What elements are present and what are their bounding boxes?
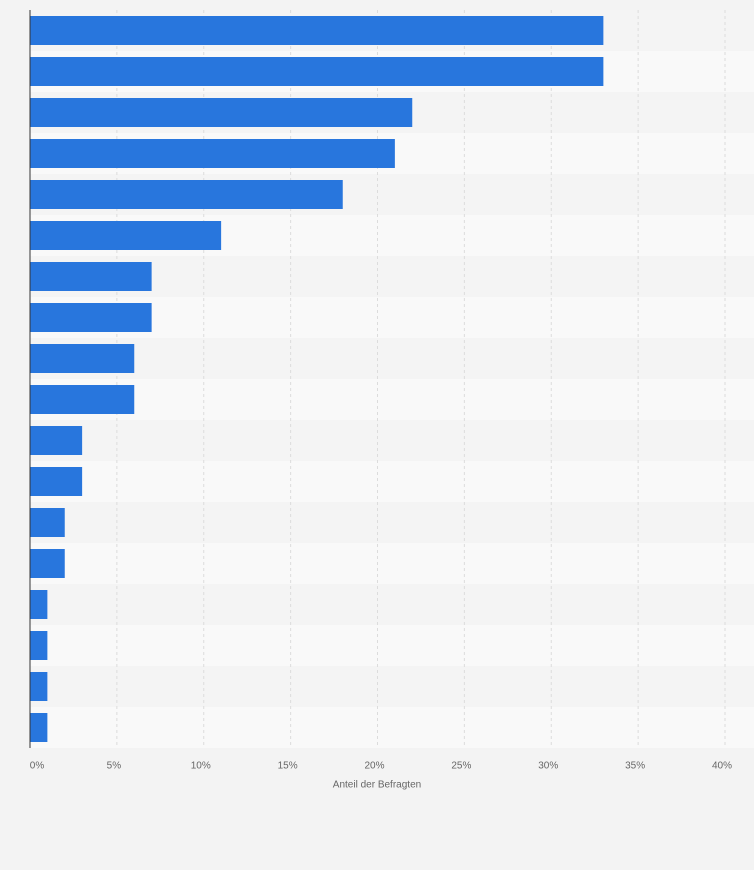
row-stripe [30, 584, 754, 625]
x-axis-label: Anteil der Befragten [333, 780, 421, 791]
row-stripe [30, 379, 754, 420]
row-stripe [30, 543, 754, 584]
x-tick-label: 10% [191, 761, 211, 772]
bar [30, 631, 48, 660]
bar [30, 672, 48, 701]
x-tick-label: 15% [278, 761, 298, 772]
bar [30, 262, 152, 291]
x-tick-label: 35% [625, 761, 645, 772]
row-stripe [30, 666, 754, 707]
bar [30, 221, 222, 250]
row-stripe [30, 625, 754, 666]
bar [30, 139, 395, 168]
bar [30, 98, 413, 127]
bar [30, 57, 604, 86]
row-stripe [30, 707, 754, 748]
x-tick-label: 5% [107, 761, 122, 772]
row-stripe [30, 461, 754, 502]
bar [30, 549, 65, 578]
x-tick-label: 40% [712, 761, 732, 772]
bar [30, 303, 152, 332]
bar [30, 385, 135, 414]
row-stripe [30, 420, 754, 461]
row-stripe [30, 338, 754, 379]
bar [30, 344, 135, 373]
bar [30, 590, 48, 619]
x-tick-label: 20% [364, 761, 384, 772]
x-tick-label: 25% [451, 761, 471, 772]
bar [30, 467, 83, 496]
bar [30, 508, 65, 537]
x-tick-label: 0% [30, 761, 45, 772]
bar [30, 426, 83, 455]
bar [30, 16, 604, 45]
x-tick-label: 30% [538, 761, 558, 772]
bar [30, 180, 343, 209]
bar [30, 713, 48, 742]
row-stripe [30, 502, 754, 543]
